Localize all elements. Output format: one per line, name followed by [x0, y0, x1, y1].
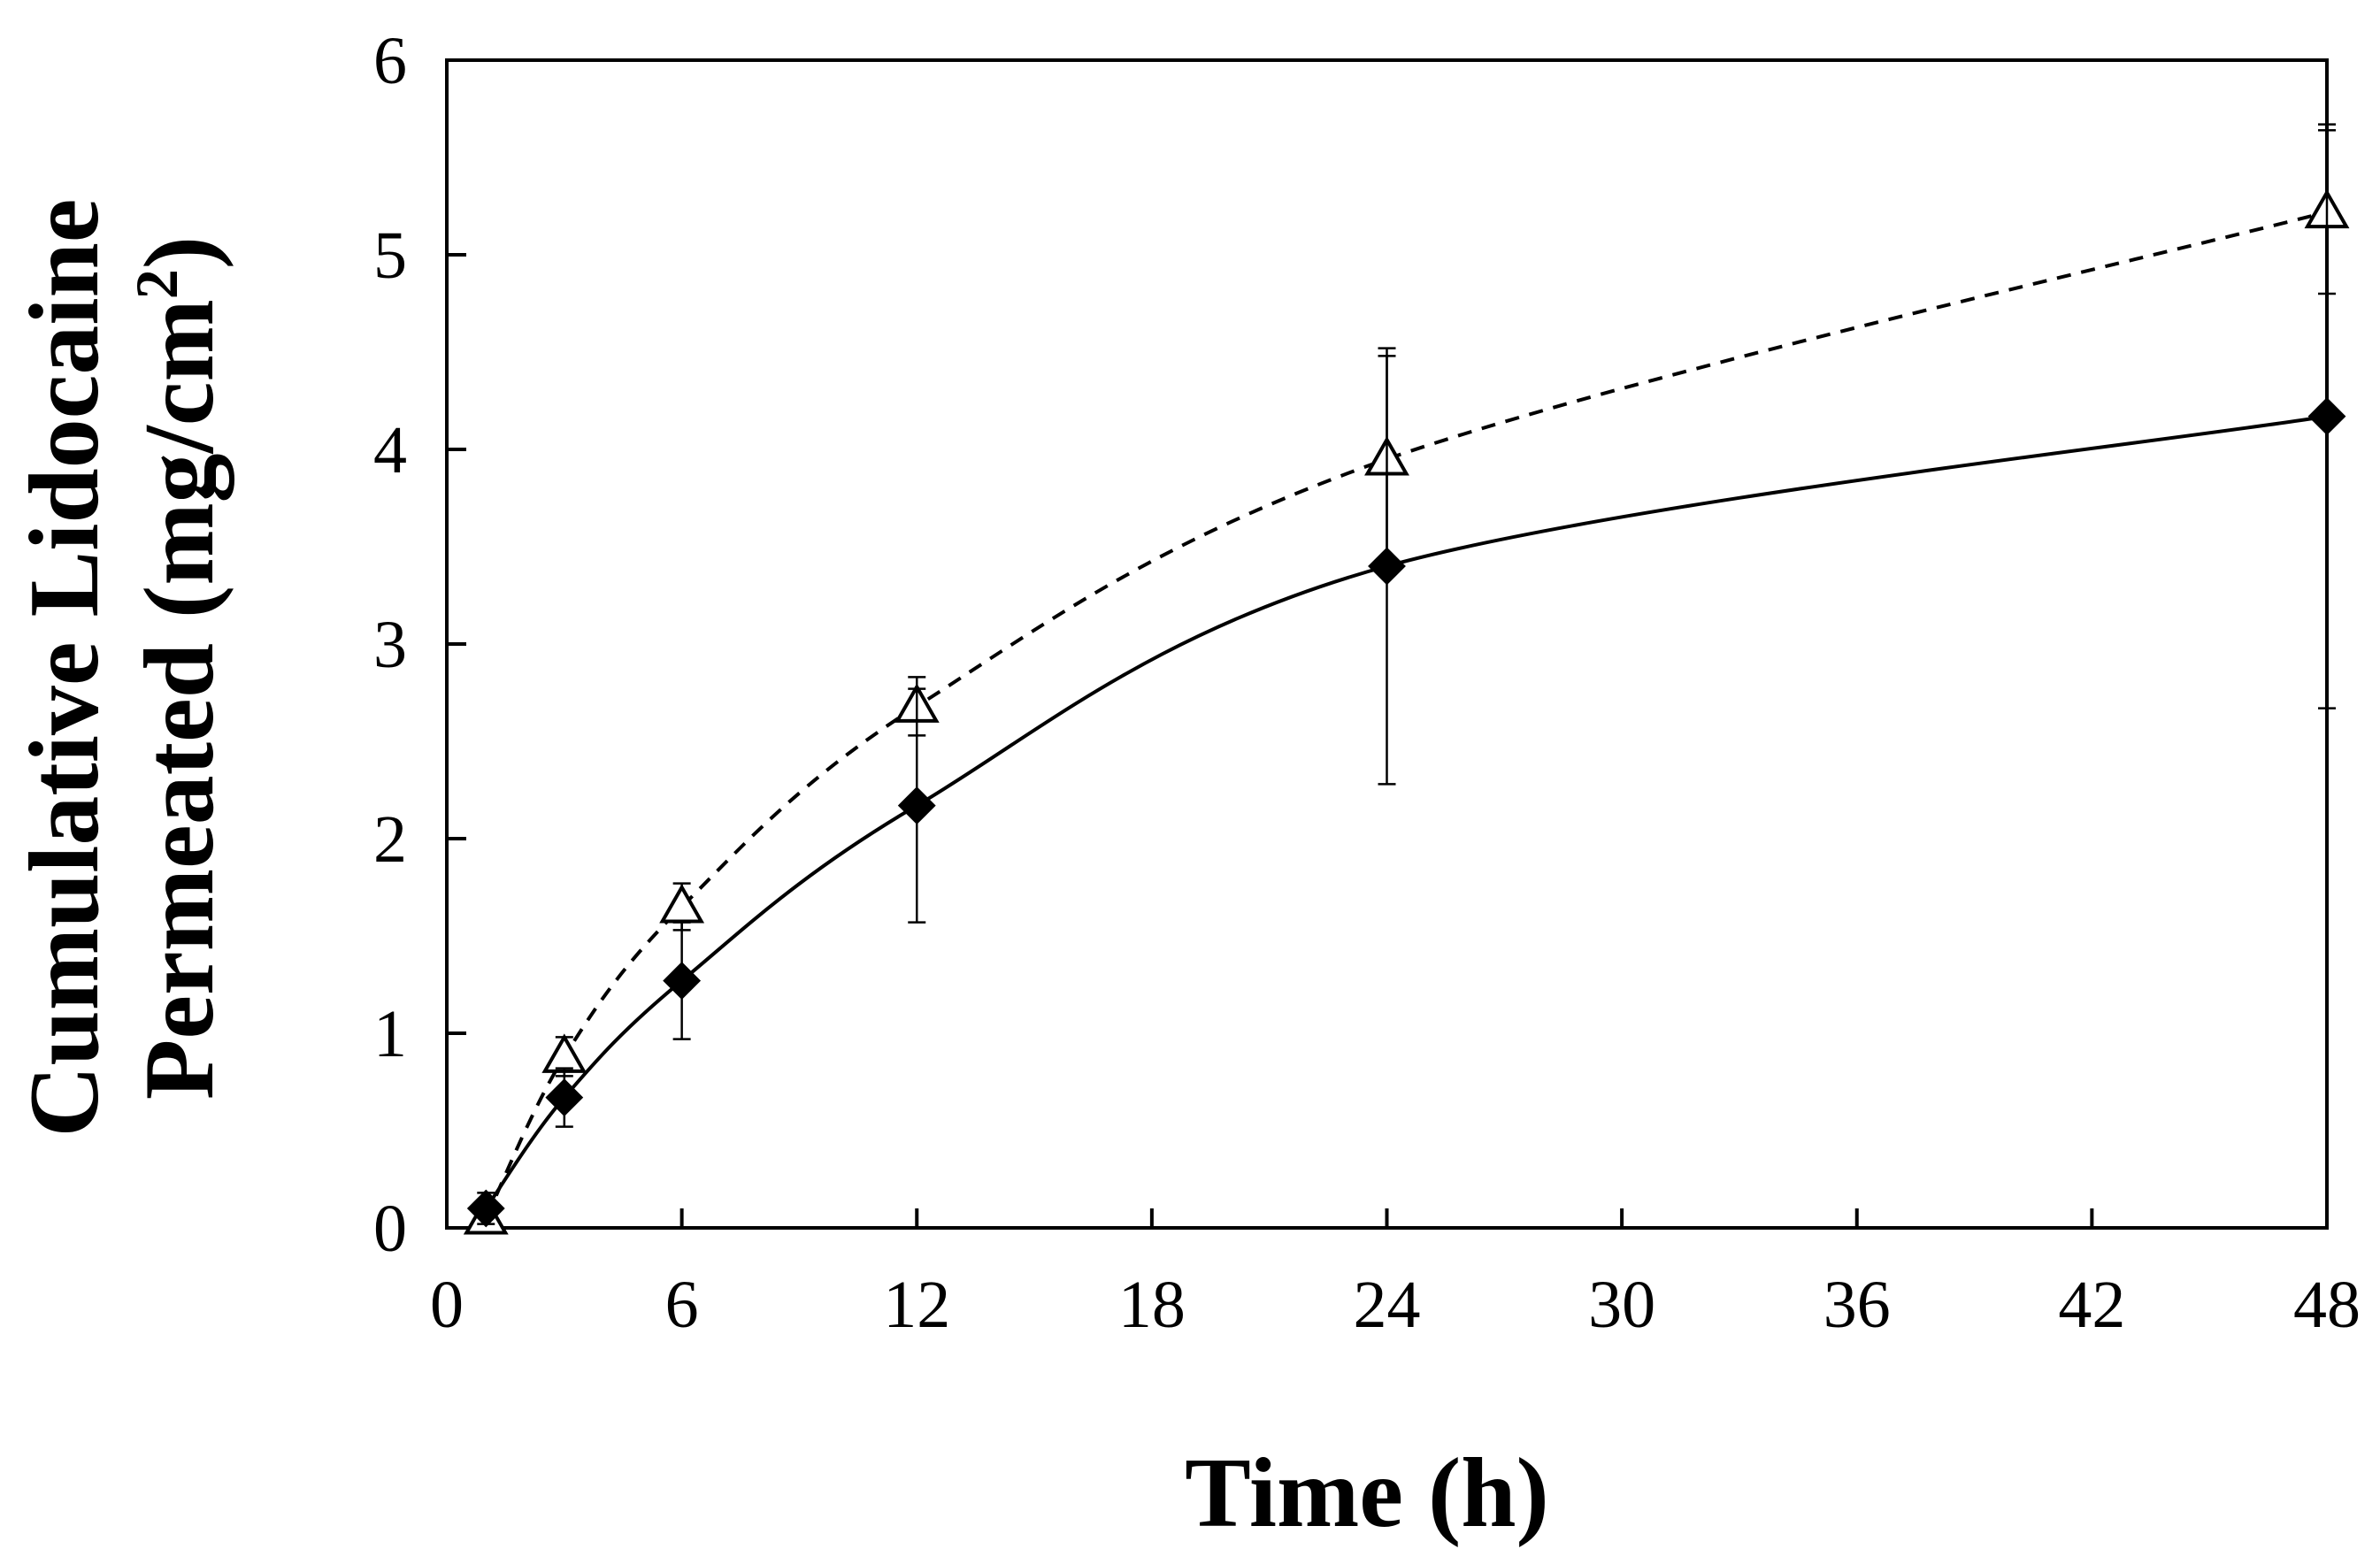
data-point-diamond	[897, 786, 936, 825]
y-tick-label: 0	[373, 1192, 407, 1266]
x-tick-label: 18	[1118, 1268, 1186, 1342]
x-tick-label: 12	[883, 1268, 950, 1342]
data-point-triangle	[659, 883, 705, 924]
data-point-diamond	[1368, 547, 1406, 586]
y-tick-label: 4	[373, 413, 407, 487]
data-point-diamond	[466, 1189, 505, 1228]
data-point-diamond	[2307, 397, 2346, 436]
x-axis-title: Time (h)	[1185, 1438, 1549, 1548]
data-point-diamond	[663, 962, 702, 1001]
y-axis-title: Cumulative Lidocaine Permeated (mg/cm2)	[10, 199, 234, 1138]
x-tick-label: 0	[430, 1268, 464, 1342]
y-axis-title-line1: Cumulative Lidocaine	[10, 199, 119, 1138]
x-tick-label: 48	[2293, 1268, 2361, 1342]
x-tick-label: 36	[1823, 1268, 1891, 1342]
series-line-1	[484, 210, 2328, 1219]
y-axis-title-line2: Permeated (mg/cm2)	[123, 236, 234, 1100]
data-point-diamond	[545, 1078, 584, 1117]
x-tick-label: 30	[1588, 1268, 1655, 1342]
data-point-triangle	[541, 1033, 587, 1073]
y-tick-label: 1	[373, 997, 407, 1071]
x-tick-label: 42	[2058, 1268, 2125, 1342]
y-tick-label: 3	[373, 608, 407, 682]
y-tick-label: 5	[373, 219, 407, 293]
x-tick-label: 6	[665, 1268, 699, 1342]
y-tick-label: 6	[373, 24, 407, 98]
y-tick-label: 2	[373, 802, 407, 877]
x-tick-label: 24	[1354, 1268, 1421, 1342]
series-line-2	[484, 414, 2328, 1210]
